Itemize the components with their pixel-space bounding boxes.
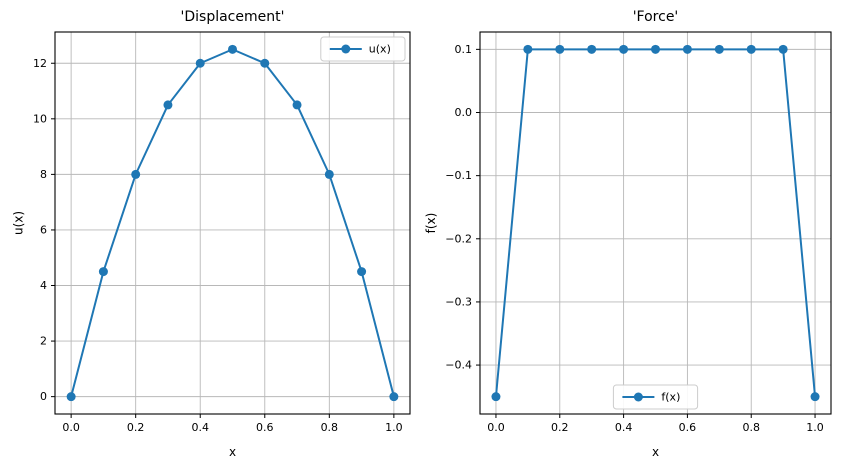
y-tick-label: 2 xyxy=(40,335,47,348)
y-axis-label: u(x) xyxy=(11,211,25,235)
data-point-marker xyxy=(357,267,367,277)
chart-svg: 0.0 0.2 0.4 0.6 0.8 1.0 0.1 0.0 −0.1 −0.2 −0.3 −0.4… xyxy=(420,0,841,470)
x-tick-label: 0.2 xyxy=(551,421,569,434)
x-axis-ticks: 0.0 0.2 0.4 0.6 0.8 1.0 xyxy=(487,414,824,434)
data-points xyxy=(66,44,399,402)
chart-background xyxy=(0,0,420,470)
legend: f(x) xyxy=(612,384,699,410)
data-point-marker xyxy=(778,44,788,54)
x-tick-label: 0.4 xyxy=(191,421,209,434)
grid-lines xyxy=(480,32,831,414)
subplot-force: 0.0 0.2 0.4 0.6 0.8 1.0 0.1 0.0 −0.1 −0.2 −0.3 −0.4… xyxy=(420,0,841,470)
y-tick-label: −0.1 xyxy=(445,169,472,182)
legend-box xyxy=(612,384,699,410)
y-tick-label: 0.1 xyxy=(455,43,473,56)
y-tick-label: −0.2 xyxy=(445,232,472,245)
y-tick-label: 8 xyxy=(40,168,47,181)
data-point-marker xyxy=(523,44,533,54)
chart-svg: 0.0 0.2 0.4 0.6 0.8 1.0 0 2 4 6 8 10 12 x u(x) 'Displac… xyxy=(0,0,420,470)
y-tick-label: 12 xyxy=(33,57,47,70)
legend-box xyxy=(320,36,406,62)
data-point-marker xyxy=(66,392,76,402)
y-tick-label: −0.3 xyxy=(445,295,472,308)
x-tick-label: 0.2 xyxy=(127,421,145,434)
data-point-marker xyxy=(324,169,334,179)
x-tick-label: 0.4 xyxy=(615,421,633,434)
data-point-marker xyxy=(555,44,565,54)
chart-title: 'Force' xyxy=(633,9,679,25)
grid-lines xyxy=(55,32,410,414)
data-point-marker xyxy=(163,100,173,110)
data-point-marker xyxy=(651,44,660,54)
data-point-marker xyxy=(292,100,302,110)
data-point-marker xyxy=(619,44,629,54)
x-tick-label: 0.0 xyxy=(487,421,505,434)
y-axis-label: f(x) xyxy=(424,213,438,234)
y-tick-label: 0.0 xyxy=(455,106,473,119)
legend-label: u(x) xyxy=(369,43,391,56)
data-point-marker xyxy=(682,44,692,54)
y-axis-ticks: 0 2 4 6 8 10 12 xyxy=(33,57,55,403)
x-tick-label: 0.8 xyxy=(321,421,339,434)
x-tick-label: 0.8 xyxy=(742,421,760,434)
data-point-marker xyxy=(810,392,820,402)
x-axis-label: x xyxy=(229,445,236,459)
data-point-marker xyxy=(746,44,756,54)
data-point-marker xyxy=(131,169,141,179)
y-tick-label: 10 xyxy=(33,112,47,125)
y-tick-label: 6 xyxy=(40,223,47,236)
x-tick-label: 1.0 xyxy=(385,421,403,434)
data-point-marker xyxy=(389,392,399,402)
subplot-displacement: 0.0 0.2 0.4 0.6 0.8 1.0 0 2 4 6 8 10 12 x u(x) 'Displac… xyxy=(0,0,420,470)
data-point-marker xyxy=(195,58,205,68)
y-tick-label: −0.4 xyxy=(445,359,472,372)
data-point-marker xyxy=(587,44,597,54)
x-tick-label: 0.0 xyxy=(62,421,80,434)
y-axis-ticks: 0.1 0.0 −0.1 −0.2 −0.3 −0.4 xyxy=(445,43,480,372)
legend-marker-sample xyxy=(633,392,643,402)
legend-marker-sample xyxy=(341,44,351,54)
x-axis-label: x xyxy=(652,445,659,459)
data-point-marker xyxy=(260,58,270,68)
axes-frame xyxy=(54,31,411,415)
data-points xyxy=(491,44,820,402)
data-point-marker xyxy=(714,44,724,54)
legend: u(x) xyxy=(320,36,406,62)
y-tick-label: 4 xyxy=(40,279,47,292)
x-tick-label: 1.0 xyxy=(806,421,824,434)
legend-label: f(x) xyxy=(661,391,680,404)
x-tick-label: 0.6 xyxy=(256,421,274,434)
data-point-marker xyxy=(228,44,237,54)
x-tick-label: 0.6 xyxy=(679,421,697,434)
y-tick-label: 0 xyxy=(40,390,47,403)
data-point-marker xyxy=(491,392,501,402)
x-axis-ticks: 0.0 0.2 0.4 0.6 0.8 1.0 xyxy=(62,414,403,434)
axes-frame xyxy=(479,31,832,415)
chart-title: 'Displacement' xyxy=(181,9,285,25)
data-point-marker xyxy=(98,267,108,277)
